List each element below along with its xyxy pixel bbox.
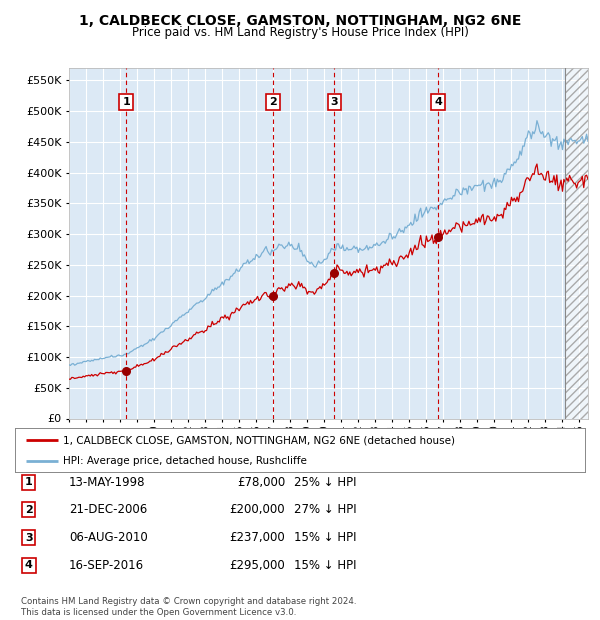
Text: 1, CALDBECK CLOSE, GAMSTON, NOTTINGHAM, NG2 6NE (detached house): 1, CALDBECK CLOSE, GAMSTON, NOTTINGHAM, … [64, 435, 455, 445]
Text: £237,000: £237,000 [229, 531, 285, 544]
Bar [565, 68, 588, 418]
Text: 2: 2 [269, 97, 277, 107]
Text: 13-MAY-1998: 13-MAY-1998 [69, 476, 146, 489]
Text: 15% ↓ HPI: 15% ↓ HPI [294, 559, 356, 572]
Text: 16-SEP-2016: 16-SEP-2016 [69, 559, 144, 572]
Text: 1: 1 [25, 477, 32, 487]
Text: £295,000: £295,000 [229, 559, 285, 572]
Text: HPI: Average price, detached house, Rushcliffe: HPI: Average price, detached house, Rush… [64, 456, 307, 466]
Text: £200,000: £200,000 [229, 503, 285, 516]
Text: 15% ↓ HPI: 15% ↓ HPI [294, 531, 356, 544]
Text: 1: 1 [122, 97, 130, 107]
Text: 3: 3 [25, 533, 32, 542]
Text: 27% ↓ HPI: 27% ↓ HPI [294, 503, 356, 516]
Text: 4: 4 [434, 97, 442, 107]
Text: 25% ↓ HPI: 25% ↓ HPI [294, 476, 356, 489]
Text: 1, CALDBECK CLOSE, GAMSTON, NOTTINGHAM, NG2 6NE: 1, CALDBECK CLOSE, GAMSTON, NOTTINGHAM, … [79, 14, 521, 28]
Text: Contains HM Land Registry data © Crown copyright and database right 2024.
This d: Contains HM Land Registry data © Crown c… [21, 598, 356, 617]
Text: 06-AUG-2010: 06-AUG-2010 [69, 531, 148, 544]
Bar [565, 68, 588, 418]
Text: 3: 3 [331, 97, 338, 107]
Text: £78,000: £78,000 [237, 476, 285, 489]
Text: 2: 2 [25, 505, 32, 515]
Text: 4: 4 [25, 560, 33, 570]
Text: Price paid vs. HM Land Registry's House Price Index (HPI): Price paid vs. HM Land Registry's House … [131, 26, 469, 39]
Text: 21-DEC-2006: 21-DEC-2006 [69, 503, 147, 516]
